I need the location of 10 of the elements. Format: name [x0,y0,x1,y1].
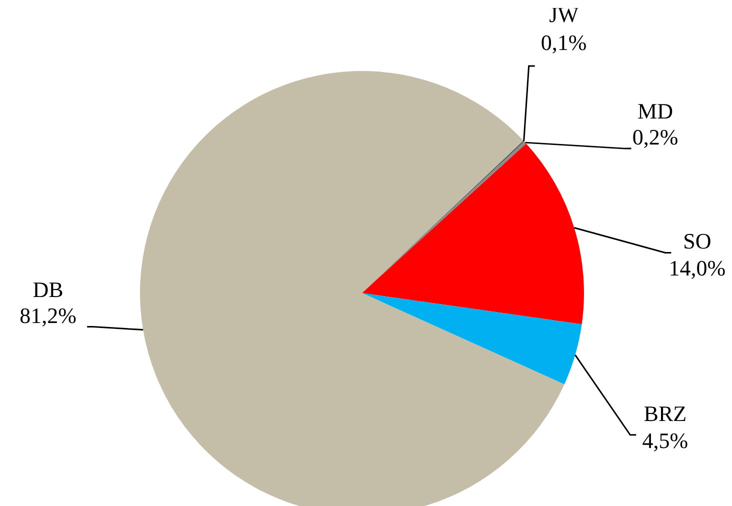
data-label: 81,2% [20,302,76,328]
slice-label: DB [32,276,64,302]
slice-label: JW [549,2,579,28]
slice-label: MD [638,98,673,124]
data-label: 0,2% [632,124,678,150]
data-label: 0,1% [540,30,587,56]
slice-label: BRZ [644,400,687,426]
slice-label: SO [683,228,712,254]
data-label: 4,5% [642,428,688,453]
data-label: 14,0% [668,256,726,281]
